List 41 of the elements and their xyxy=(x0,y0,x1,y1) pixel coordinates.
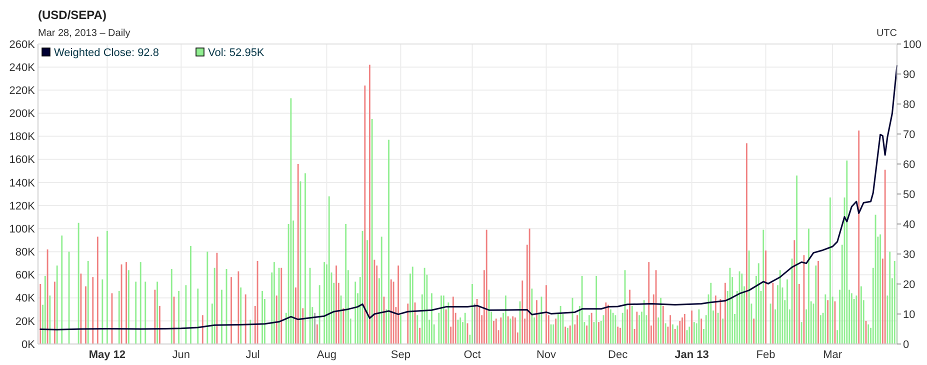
y-tick-label: 200K xyxy=(9,108,36,120)
x-tick-label: May 12 xyxy=(88,349,126,361)
y-tick-label: 140K xyxy=(9,177,36,190)
y2-tick-label: 100 xyxy=(903,38,922,51)
legend-label: Vol: 52.95K xyxy=(208,46,265,59)
y-tick-label: 20K xyxy=(15,316,36,328)
x-tick-label: Sep xyxy=(390,349,410,361)
y2-tick-label: 50 xyxy=(903,188,916,201)
y-tick-label: 60K xyxy=(15,270,36,282)
y2-tick-label: 90 xyxy=(903,68,916,81)
chart-title: (USD/SEPA) xyxy=(38,8,106,22)
y2-tick-label: 20 xyxy=(903,278,916,291)
x-tick-label: Nov xyxy=(536,349,557,361)
y2-tick-label: 80 xyxy=(903,98,916,111)
chart-subtitle: Mar 28, 2013 – Daily xyxy=(38,28,130,39)
y-tick-label: 0K xyxy=(22,338,36,351)
x-tick-label: Feb xyxy=(756,349,776,361)
y-tick-label: 180K xyxy=(9,131,36,144)
y-tick-label: 240K xyxy=(9,62,36,74)
y2-tick-label: 0 xyxy=(903,338,910,351)
y-tick-label: 100K xyxy=(9,223,36,236)
x-tick-label: Oct xyxy=(464,349,481,361)
y2-tick-label: 10 xyxy=(903,308,916,321)
y2-tick-label: 70 xyxy=(903,128,916,141)
y-tick-label: 120K xyxy=(9,200,36,212)
y-tick-label: 80K xyxy=(15,246,36,259)
y2-tick-label: 40 xyxy=(903,218,916,231)
x-tick-label: Jan 13 xyxy=(674,349,709,361)
text: UTC xyxy=(876,28,897,39)
y-tick-label: 160K xyxy=(9,154,36,166)
x-tick-label: Aug xyxy=(316,349,337,361)
x-tick-label: Dec xyxy=(608,349,628,361)
legend-label: Weighted Close: 92.8 xyxy=(54,46,159,59)
y-tick-label: 260K xyxy=(9,38,36,51)
y2-tick-label: 60 xyxy=(903,158,916,171)
x-tick-label: Jul xyxy=(246,349,260,361)
x-tick-label: Mar xyxy=(823,349,842,361)
y-tick-label: 220K xyxy=(9,85,36,98)
y2-tick-label: 30 xyxy=(903,248,916,261)
y-tick-label: 40K xyxy=(15,292,36,305)
x-tick-label: Jun xyxy=(172,349,190,361)
